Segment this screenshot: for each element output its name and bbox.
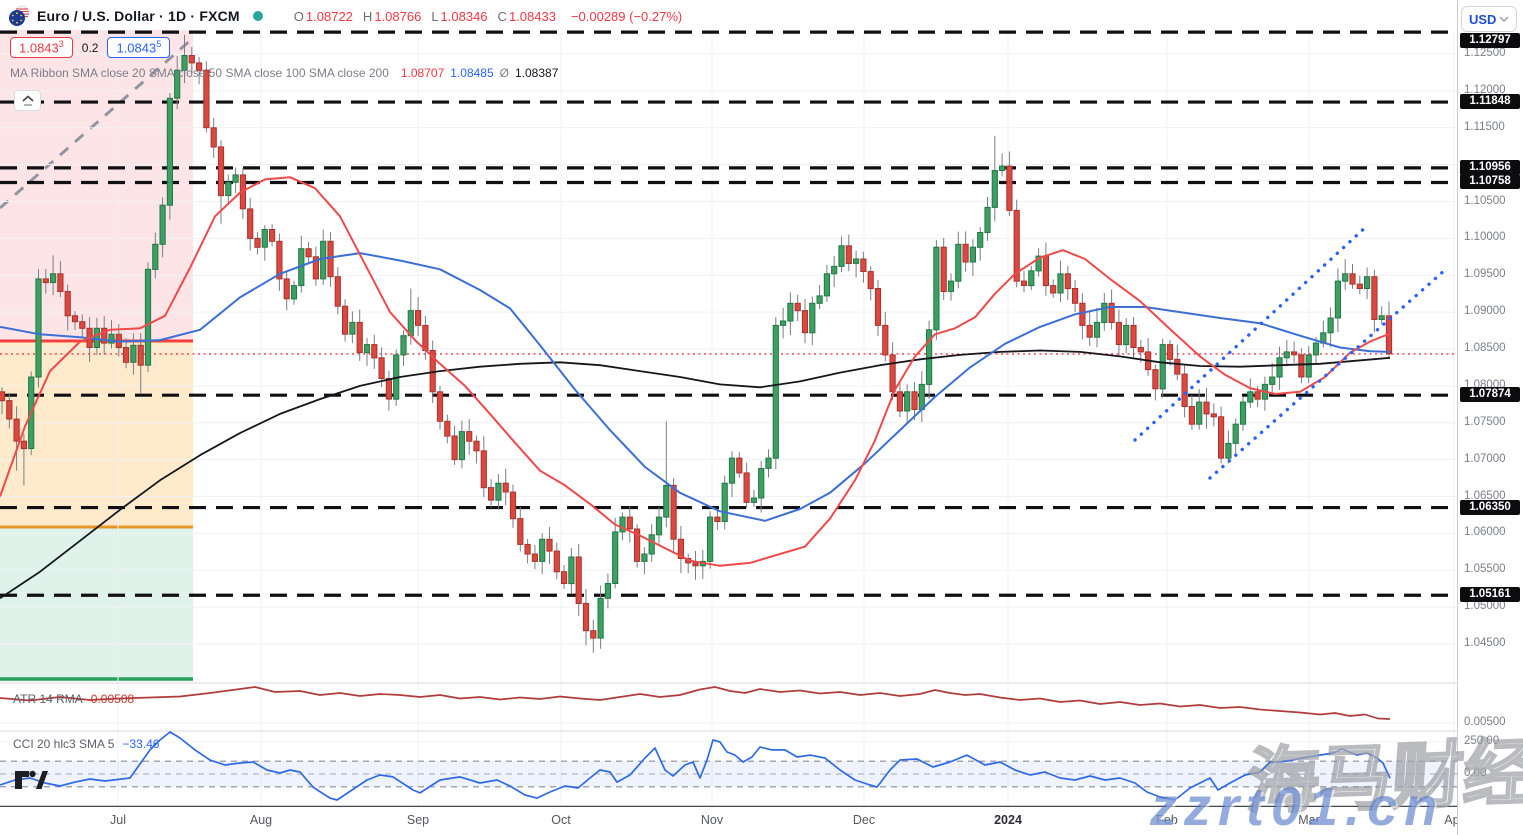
price-axis[interactable]: USD 1.12500 1.12000 1.11500 1.10500 1.10000 1… (1457, 0, 1523, 835)
price-tick: 1.08500 (1464, 342, 1506, 354)
close-label: C (497, 8, 507, 24)
time-axis-label-dec: Dec (852, 813, 876, 827)
cci-value: −33.46 (122, 737, 160, 751)
atr-axis-label: 0.00500 (1464, 716, 1506, 728)
time-axis-label-sep: Sep (406, 813, 430, 827)
quote-labels: 1.08433 0.2 1.08435 (10, 37, 171, 59)
close-value: 1.08433 (508, 8, 556, 24)
cci-axis-label: 250.00 (1464, 735, 1500, 747)
atr-indicator-legend[interactable]: ATR 14 RMA 0.00508 (13, 692, 134, 706)
ask-price-label[interactable]: 1.08435 (107, 37, 171, 59)
spread-label: 0.2 (81, 40, 99, 55)
time-axis-label-feb: Feb (1156, 813, 1178, 827)
ma-ribbon-legend[interactable]: MA Ribbon SMA close 20 SMA close 50 SMA … (10, 66, 558, 80)
price-tick: 1.07000 (1464, 452, 1506, 465)
change-value: −0.00289 (−0.27%) (570, 8, 683, 24)
price-tick: 1.09000 (1464, 305, 1506, 318)
time-axis-label-jul: Jul (110, 813, 126, 827)
time-axis[interactable]: Jul Aug Sep Oct Nov Dec 2024 Feb Mar Apr (0, 807, 1464, 835)
currency-label: USD (1469, 11, 1497, 27)
price-tick: 1.12500 (1464, 47, 1506, 59)
atr-title: ATR 14 RMA (13, 692, 83, 706)
key-level-label: 1.07874 (1460, 387, 1520, 403)
sma20-value: 1.08707 (400, 66, 445, 80)
symbol-toolbar: Euro / U.S. Dollar · 1D · FXCM O 1.08722 … (8, 4, 682, 28)
chevron-down-icon (1499, 16, 1509, 22)
atr-value: 0.00508 (90, 692, 135, 706)
sma-average-value: 1.08387 (515, 66, 559, 80)
ma-ribbon-title: MA Ribbon SMA close 20 SMA close 50 SMA … (10, 66, 389, 80)
high-value: 1.08766 (374, 8, 422, 24)
bid-price-label[interactable]: 1.08433 (10, 37, 73, 59)
price-tick: 1.06500 (1464, 489, 1506, 502)
price-tick: 1.09500 (1464, 268, 1506, 281)
price-tick: 1.05000 (1464, 600, 1506, 613)
price-tick: 1.06000 (1464, 526, 1506, 539)
time-axis-label-2024: 2024 (994, 813, 1022, 827)
key-level-label: 1.06350 (1460, 499, 1520, 515)
time-axis-label-nov: Nov (700, 813, 724, 827)
time-axis-label-aug: Aug (249, 813, 273, 827)
low-value: 1.08346 (440, 8, 488, 24)
open-label: O (293, 8, 304, 24)
sma50-value: 1.08485 (450, 66, 494, 80)
currency-toggle-button[interactable]: USD (1461, 6, 1517, 32)
key-level-label: 1.11848 (1460, 94, 1520, 110)
tradingview-logo[interactable] (14, 769, 48, 796)
price-tick: 1.04500 (1464, 637, 1506, 649)
key-level-label: 1.05161 (1460, 587, 1520, 603)
price-tick: 1.07500 (1464, 415, 1506, 428)
cci-title: CCI 20 hlc3 SMA 5 (13, 737, 115, 751)
symbol-title[interactable]: Euro / U.S. Dollar · 1D · FXCM (37, 8, 240, 24)
scroll-to-top-button[interactable] (14, 90, 41, 111)
chevron-up-icon (21, 95, 34, 106)
average-symbol: Ø (499, 66, 509, 80)
time-axis-label-oct: Oct (551, 813, 571, 827)
key-level-label: 1.10758 (1460, 174, 1520, 190)
low-label: L (431, 8, 439, 24)
price-tick: 1.11500 (1464, 120, 1505, 133)
price-tick: 1.10000 (1464, 231, 1506, 244)
key-level-label: 1.12797 (1460, 33, 1520, 48)
price-tick: 1.05500 (1464, 563, 1506, 576)
cci-indicator-legend[interactable]: CCI 20 hlc3 SMA 5 −33.46 (13, 737, 159, 751)
ohlc-values: O 1.08722 H 1.08766 L 1.08346 C 1.08433 (286, 9, 556, 24)
market-status-icon[interactable] (252, 11, 263, 21)
eurusd-pair-icon[interactable] (8, 5, 30, 27)
high-label: H (362, 8, 373, 24)
price-tick: 1.10500 (1464, 194, 1506, 207)
key-level-label: 1.10956 (1460, 159, 1520, 175)
open-value: 1.08722 (305, 8, 353, 24)
time-axis-label-mar: Mar (1298, 813, 1320, 827)
cci-axis-label: 0.00 (1464, 767, 1487, 779)
price-tick: 1.12000 (1464, 83, 1506, 96)
tradingview-logo-icon (15, 770, 48, 789)
